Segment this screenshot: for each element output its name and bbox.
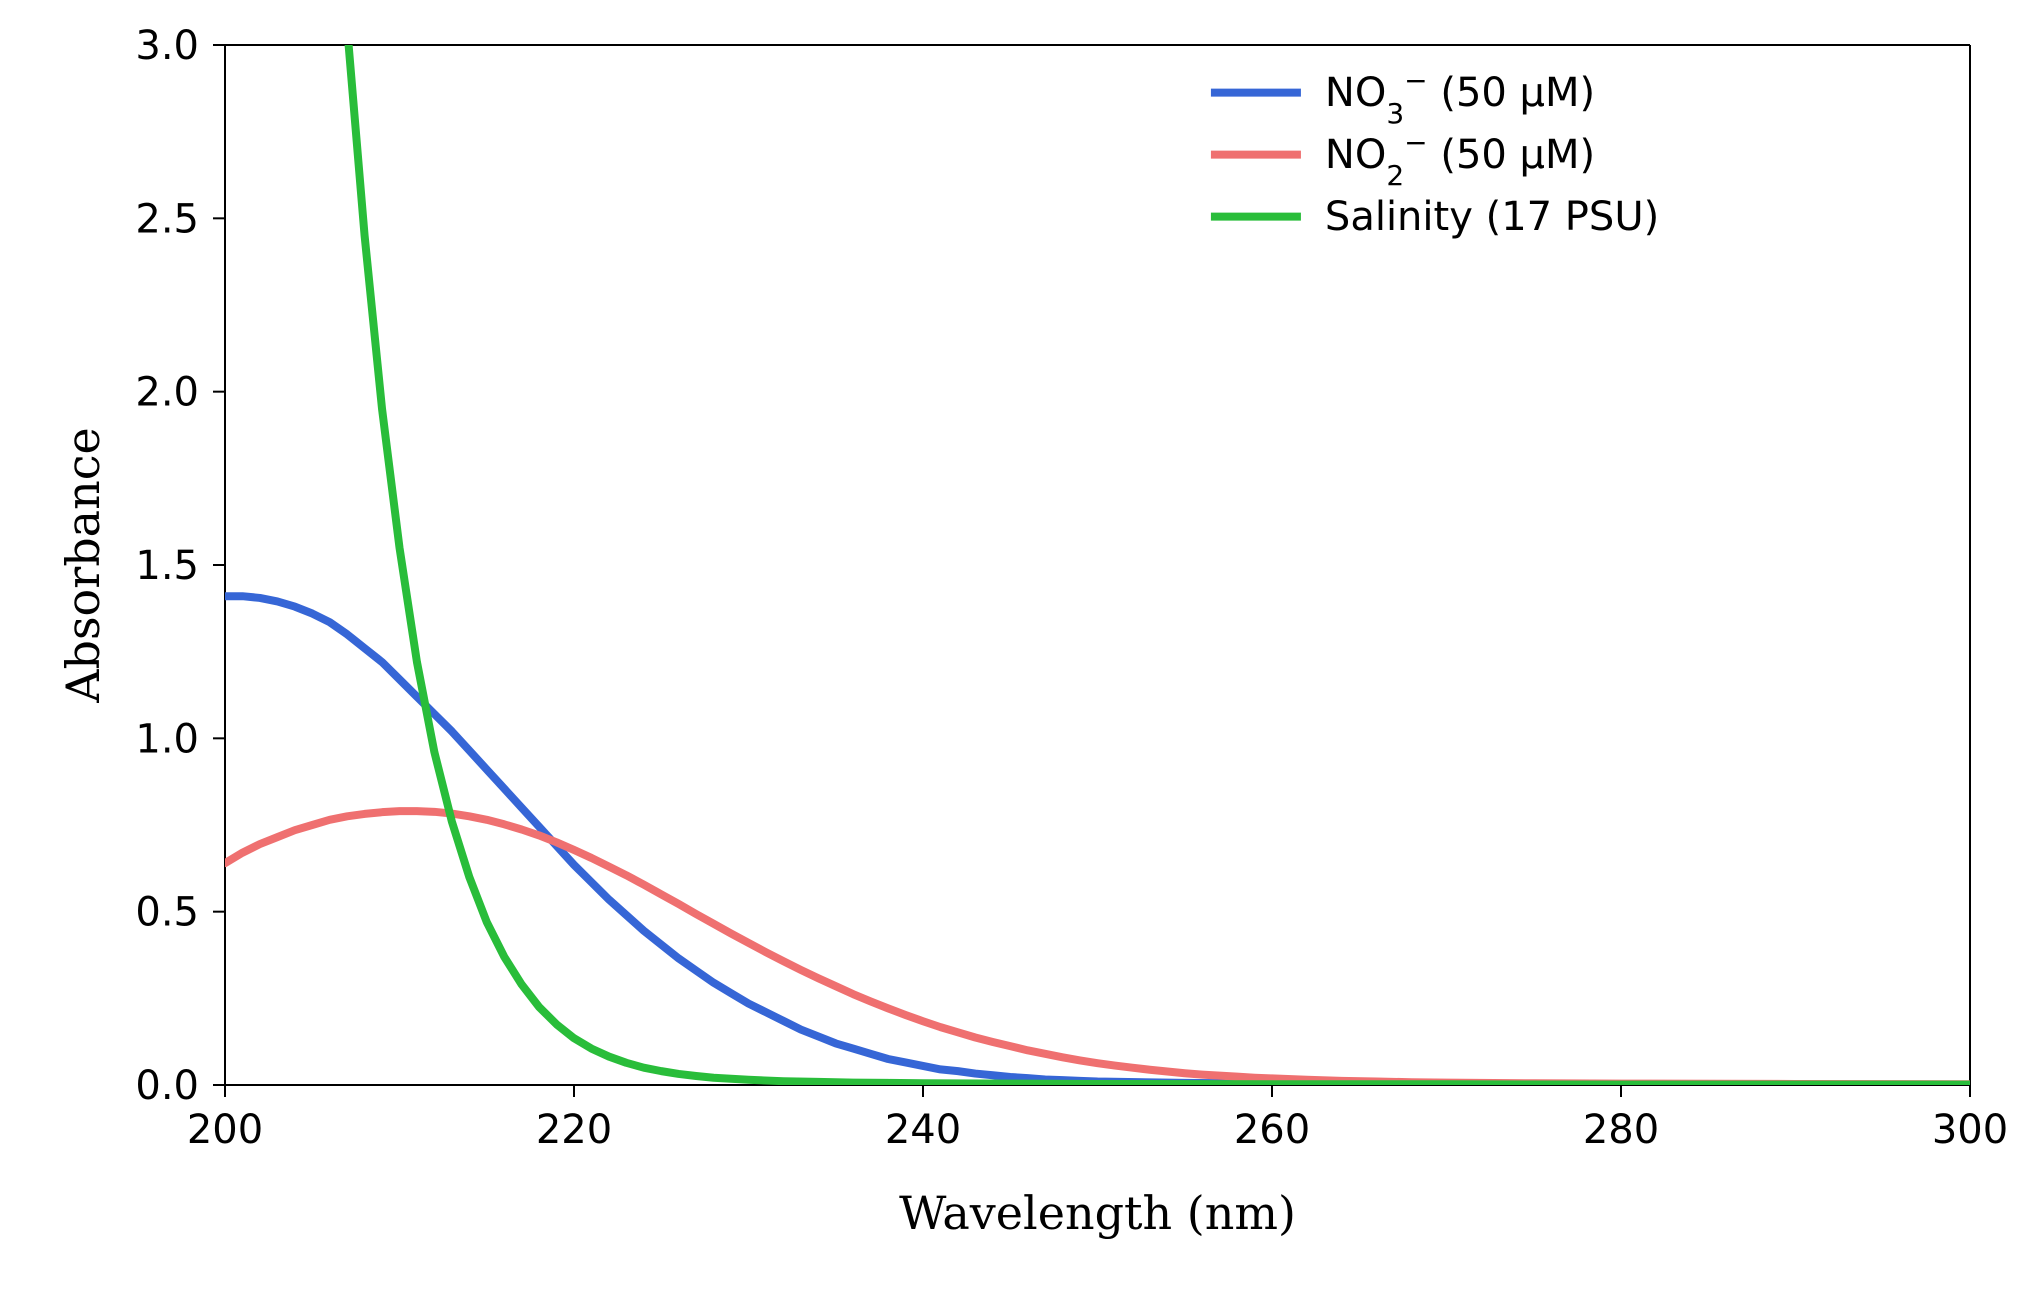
y-tick-label: 0.0 <box>135 1063 199 1109</box>
series-no3 <box>225 596 1970 1084</box>
y-tick-label: 3.0 <box>135 23 199 69</box>
x-tick-label: 220 <box>536 1107 612 1153</box>
y-tick-label: 1.0 <box>135 716 199 762</box>
x-tick-label: 300 <box>1932 1107 2008 1153</box>
series-no2 <box>225 811 1970 1084</box>
x-tick-label: 280 <box>1583 1107 1659 1153</box>
y-tick-label: 1.5 <box>135 543 199 589</box>
series-salinity <box>225 0 1970 1085</box>
legend-label-no2: NO2− (50 µM) <box>1325 125 1595 191</box>
y-tick-label: 0.5 <box>135 890 199 936</box>
legend-label-salinity: Salinity (17 PSU) <box>1325 194 1659 240</box>
series-group <box>225 0 1970 1085</box>
x-tick-label: 200 <box>187 1107 263 1153</box>
y-tick-label: 2.0 <box>135 370 199 416</box>
y-axis-label: Absorbance <box>56 427 110 703</box>
x-tick-label: 260 <box>1234 1107 1310 1153</box>
x-axis-label: Wavelength (nm) <box>899 1186 1296 1240</box>
absorbance-chart: 200 220 240 260 280 300 0.0 0.5 1.0 1.5 2.0 2.5 3.0 W… <box>0 0 2022 1292</box>
legend-label-no3: NO3− (50 µM) <box>1325 63 1595 129</box>
x-tick-label: 240 <box>885 1107 961 1153</box>
y-tick-label: 2.5 <box>135 196 199 242</box>
chart-container: 200 220 240 260 280 300 0.0 0.5 1.0 1.5 2.0 2.5 3.0 W… <box>0 0 2022 1292</box>
